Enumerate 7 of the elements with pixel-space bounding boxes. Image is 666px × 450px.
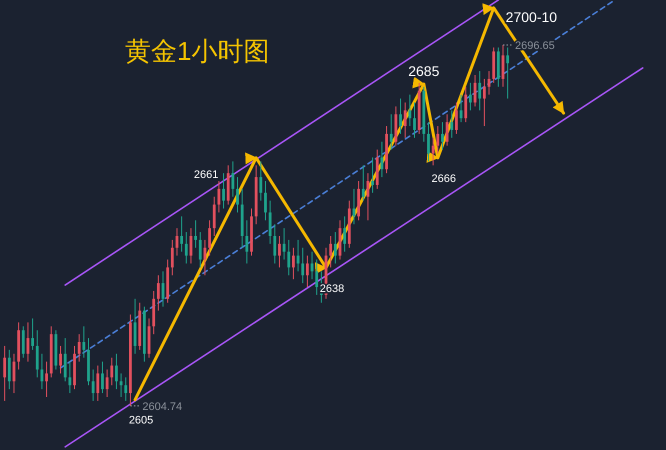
- annotation: 2700-10: [506, 8, 558, 25]
- title: 黄金1小时图: [125, 36, 270, 66]
- annotation: 2605: [128, 414, 154, 427]
- annotation: 2685: [408, 63, 440, 80]
- ref-line-label: 2604.74: [142, 400, 182, 413]
- annotation: 2661: [194, 168, 218, 181]
- annotation: 2666: [432, 172, 456, 185]
